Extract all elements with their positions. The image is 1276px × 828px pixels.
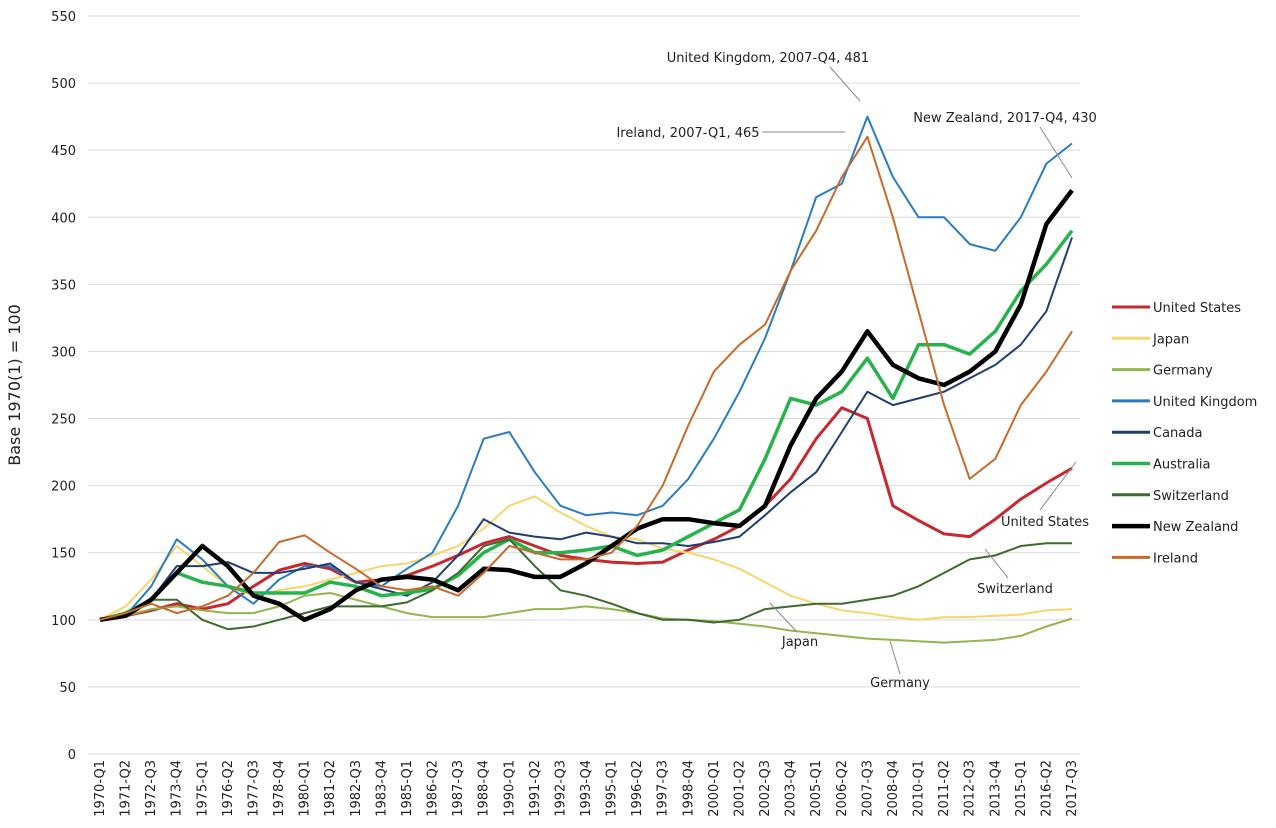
legend-label: Canada xyxy=(1153,426,1202,441)
x-tick-label: 1977-Q3 xyxy=(246,760,261,817)
x-tick-label: 2001-Q2 xyxy=(732,760,747,817)
x-tick-label: 1973-Q4 xyxy=(170,760,185,817)
x-tick-label: 1997-Q3 xyxy=(656,760,671,817)
y-tick-label: 350 xyxy=(51,278,76,293)
series-line xyxy=(99,592,1073,644)
x-tick-label: 2002-Q3 xyxy=(758,760,773,817)
legend-label: New Zealand xyxy=(1153,520,1238,535)
x-tick-label: 1981-Q2 xyxy=(323,760,338,817)
x-tick-label: 1971-Q2 xyxy=(119,760,134,817)
x-tick-label: 2008-Q4 xyxy=(886,760,901,817)
x-tick-label: 1992-Q3 xyxy=(553,760,568,817)
x-tick-label: 2011-Q2 xyxy=(937,760,952,817)
x-tick-label: 1986-Q2 xyxy=(426,760,441,817)
annotation-leader xyxy=(1039,461,1077,511)
annotation: Switzerland xyxy=(977,582,1053,597)
y-tick-label: 300 xyxy=(51,345,76,360)
x-tick-label: 2016-Q2 xyxy=(1039,760,1054,817)
x-tick-label: 1990-Q1 xyxy=(502,760,517,817)
x-tick-label: 2017-Q3 xyxy=(1065,760,1080,817)
x-tick-label: 1995-Q1 xyxy=(605,760,620,817)
annotation-leader xyxy=(829,66,861,102)
legend-label: Switzerland xyxy=(1153,489,1229,504)
legend-label: Germany xyxy=(1153,364,1213,379)
y-tick-label: 150 xyxy=(51,547,76,562)
legend-label: United States xyxy=(1153,301,1241,316)
x-tick-label: 2000-Q1 xyxy=(707,760,722,817)
legend-label: Ireland xyxy=(1153,551,1198,566)
annotation: New Zealand, 2017-Q4, 430 xyxy=(913,111,1097,126)
annotation-leader xyxy=(769,602,798,633)
annotation: United Kingdom, 2007-Q4, 481 xyxy=(667,51,869,66)
y-tick-label: 200 xyxy=(51,480,76,495)
x-tick-label: 1975-Q1 xyxy=(195,760,210,817)
series-line xyxy=(99,135,1073,621)
annotation: United States xyxy=(1001,515,1089,530)
series-line xyxy=(99,229,1074,622)
x-tick-label: 1987-Q3 xyxy=(451,760,466,817)
x-tick-label: 1972-Q3 xyxy=(144,760,159,817)
series-line xyxy=(99,115,1073,621)
x-tick-label: 1988-Q4 xyxy=(477,760,492,817)
x-tick-label: 1982-Q3 xyxy=(349,760,364,817)
y-tick-label: 400 xyxy=(51,211,76,226)
x-tick-label: 2013-Q4 xyxy=(988,760,1003,817)
x-tick-label: 1980-Q1 xyxy=(298,760,313,817)
annotation-leader xyxy=(1039,126,1073,179)
series-line xyxy=(99,189,1074,623)
x-tick-label: 2010-Q1 xyxy=(912,760,927,817)
series-line xyxy=(99,237,1073,621)
y-tick-label: 450 xyxy=(51,144,76,159)
x-tick-label: 2007-Q3 xyxy=(860,760,875,817)
y-tick-label: 50 xyxy=(59,681,76,696)
legend-label: United Kingdom xyxy=(1153,395,1257,410)
y-tick-label: 100 xyxy=(51,614,76,629)
y-tick-label: 250 xyxy=(51,413,76,428)
x-tick-label: 2015-Q1 xyxy=(1014,760,1029,817)
x-tick-label: 2012-Q3 xyxy=(963,760,978,817)
y-tick-label: 550 xyxy=(51,10,76,25)
legend-label: Australia xyxy=(1153,458,1211,473)
x-tick-label: 1998-Q4 xyxy=(681,760,696,817)
series-line xyxy=(99,538,1072,631)
annotation: Germany xyxy=(870,676,930,691)
annotation-leader xyxy=(984,548,1009,579)
x-tick-label: 1993-Q4 xyxy=(579,760,594,817)
x-tick-label: 2005-Q1 xyxy=(809,760,824,817)
y-tick-label: 0 xyxy=(68,748,76,763)
y-tick-label: 500 xyxy=(51,77,76,92)
x-tick-label: 1996-Q2 xyxy=(630,760,645,817)
annotation-leader xyxy=(889,640,901,675)
x-tick-label: 1976-Q2 xyxy=(221,760,236,817)
x-tick-label: 1985-Q1 xyxy=(400,760,415,817)
x-tick-label: 2006-Q2 xyxy=(835,760,850,817)
legend-label: Japan xyxy=(1152,332,1189,347)
annotation: Japan xyxy=(781,635,818,650)
y-axis-label: Base 1970(1) = 100 xyxy=(5,304,24,466)
x-tick-label: 1970-Q1 xyxy=(93,760,108,817)
x-tick-label: 1983-Q4 xyxy=(374,760,389,817)
annotation: Ireland, 2007-Q1, 465 xyxy=(616,126,759,141)
x-tick-label: 1978-Q4 xyxy=(272,760,287,817)
x-tick-label: 1991-Q2 xyxy=(528,760,543,817)
x-tick-label: 2003-Q4 xyxy=(784,760,799,817)
